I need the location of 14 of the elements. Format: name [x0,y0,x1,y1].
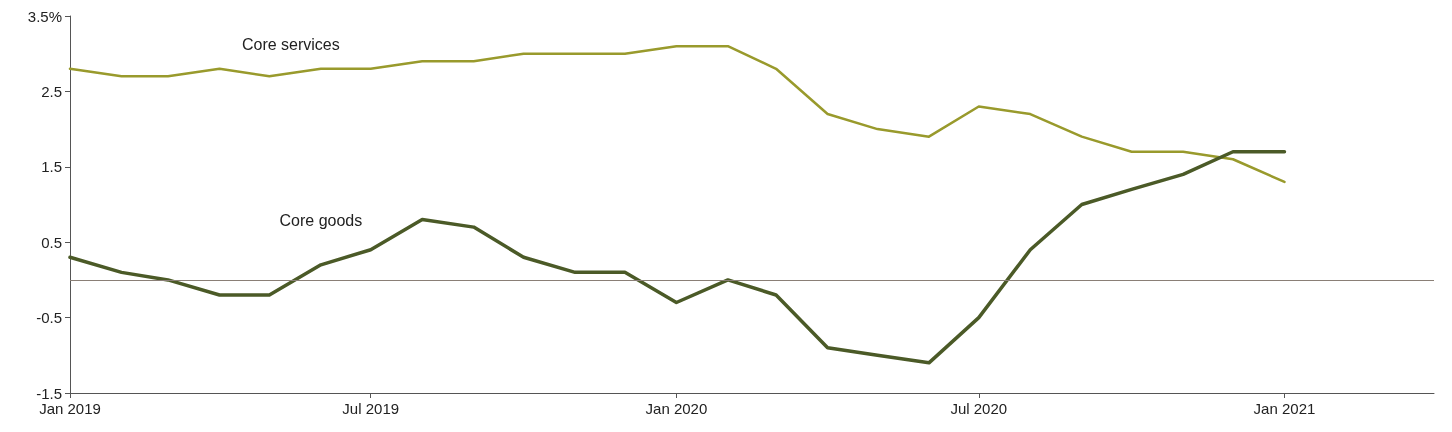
y-tick-label: 3.5% [27,7,62,25]
series-label: Core goods [279,212,363,230]
x-tick-label: Jul 2019 [342,400,400,417]
y-tick-label: 0.5 [41,233,62,251]
y-tick-label: 2.5 [41,82,62,100]
y-tick-label: 1.5 [41,158,62,176]
x-tick-label: Jan 2020 [645,400,708,417]
series-label: Core services [241,36,340,54]
x-tick-label: Jul 2020 [950,400,1008,417]
y-tick-label: -1.5 [36,384,62,402]
y-tick-label: -0.5 [36,309,62,327]
x-tick-label: Jan 2019 [39,400,101,417]
line-series [68,149,1287,365]
x-tick-label: Jan 2021 [1253,400,1316,417]
